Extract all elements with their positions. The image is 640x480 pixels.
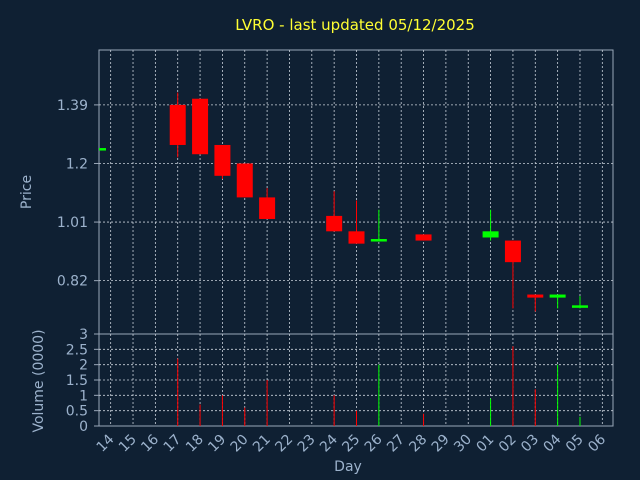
x-tick-label: 02: [496, 432, 520, 456]
x-tick-label: 30: [451, 432, 475, 456]
candle-body: [214, 144, 231, 176]
x-tick-label: 27: [384, 432, 408, 456]
x-tick-label: 29: [429, 432, 453, 456]
x-tick-label: 01: [473, 432, 497, 456]
volume-tick-label: 2.5: [66, 342, 88, 358]
candle-body: [549, 294, 566, 298]
volume-tick-label: 1.5: [66, 373, 88, 389]
x-tick-label: 04: [541, 431, 565, 455]
x-tick-label: 14: [94, 431, 118, 455]
candle-body: [236, 163, 253, 198]
price-panel-frame: [98, 49, 614, 335]
candle-body: [415, 234, 432, 241]
volume-tick-label: 2: [79, 358, 88, 374]
price-tick-label: 1.01: [57, 215, 88, 231]
volume-tick-label: 0.5: [66, 404, 88, 420]
x-tick-label: 25: [339, 432, 363, 456]
x-axis-label: Day: [334, 459, 362, 475]
volume-tick-label: 3: [79, 327, 88, 343]
candle-body: [169, 104, 186, 145]
x-tick-label: 23: [295, 432, 319, 456]
x-tick-label: 20: [228, 432, 252, 456]
candle-body: [326, 215, 343, 232]
candle-body: [527, 294, 544, 298]
x-tick-label: 03: [518, 432, 542, 456]
x-tick-label: 19: [205, 432, 229, 456]
candle-body: [504, 240, 521, 263]
x-tick-label: 06: [585, 431, 609, 455]
candle-body: [99, 148, 106, 151]
candle-body: [348, 231, 365, 244]
candle-body: [370, 239, 387, 242]
volume-tick-label: 1: [79, 388, 88, 404]
x-tick-label: 21: [250, 432, 274, 456]
x-tick-label: 28: [406, 432, 430, 456]
chart-title: LVRO - last updated 05/12/2025: [235, 16, 475, 34]
price-tick-label: 0.82: [57, 274, 88, 290]
candle-body: [192, 98, 209, 155]
x-tick-label: 17: [161, 432, 185, 456]
x-tick-label: 15: [116, 432, 140, 456]
candle-body: [571, 305, 588, 308]
x-tick-label: 05: [563, 432, 587, 456]
price-tick-label: 1.2: [66, 156, 88, 172]
volume-axis-label: Volume (0000): [31, 329, 47, 432]
x-tick-label: 22: [272, 432, 296, 456]
candle-body: [259, 197, 276, 219]
x-tick-label: 24: [317, 431, 341, 455]
candle-body: [482, 231, 499, 238]
x-tick-label: 16: [138, 431, 162, 455]
x-tick-label: 18: [183, 432, 207, 456]
price-axis-label: Price: [19, 175, 35, 209]
price-tick-label: 1.39: [57, 98, 88, 114]
volume-tick-label: 0: [79, 419, 88, 435]
x-tick-label: 26: [362, 431, 386, 455]
